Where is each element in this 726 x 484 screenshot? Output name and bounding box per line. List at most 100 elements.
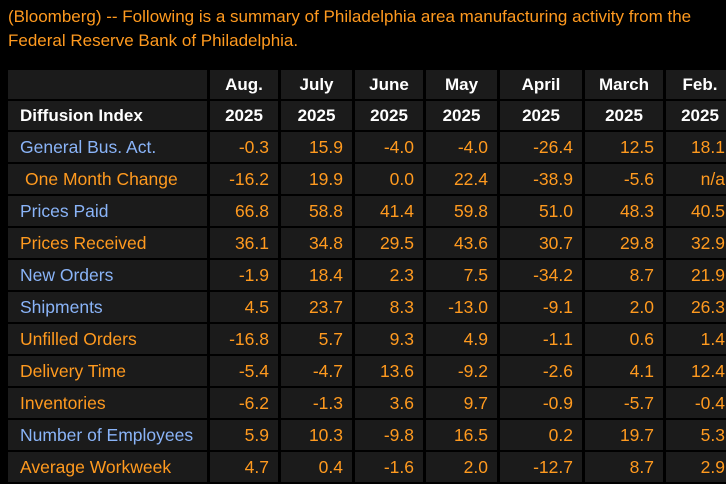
- table-cell: -1.9: [210, 260, 278, 290]
- table-cell: 0.4: [281, 452, 352, 482]
- row-label: New Orders: [8, 260, 207, 290]
- table-cell: 2.0: [426, 452, 497, 482]
- table-cell: -4.0: [426, 132, 497, 162]
- table-cell: 9.7: [426, 388, 497, 418]
- row-label: Prices Received: [8, 228, 207, 258]
- table-cell: -1.3: [281, 388, 352, 418]
- table-cell: 40.5: [666, 196, 726, 226]
- table-cell: -2.6: [500, 356, 582, 386]
- table-cell: -34.2: [500, 260, 582, 290]
- table-cell: -13.0: [426, 292, 497, 322]
- table-cell: -0.9: [500, 388, 582, 418]
- table-row: Number of Employees 5.9 10.3 -9.8 16.5 0…: [8, 420, 726, 450]
- table-cell: 23.7: [281, 292, 352, 322]
- row-label: Prices Paid: [8, 196, 207, 226]
- column-header-month: Feb.: [666, 70, 726, 99]
- table-row: Delivery Time -5.4 -4.7 13.6 -9.2 -2.6 4…: [8, 356, 726, 386]
- table-cell: 0.6: [585, 324, 663, 354]
- table-cell: -1.1: [500, 324, 582, 354]
- table-row: New Orders -1.9 18.4 2.3 7.5 -34.2 8.7 2…: [8, 260, 726, 290]
- header-row-years: Diffusion Index 2025 2025 2025 2025 2025…: [8, 101, 726, 130]
- table-cell: 19.9: [281, 164, 352, 194]
- column-header-month: July: [281, 70, 352, 99]
- table-row: Average Workweek 4.7 0.4 -1.6 2.0 -12.7 …: [8, 452, 726, 482]
- table-cell: -16.8: [210, 324, 278, 354]
- table-cell: -38.9: [500, 164, 582, 194]
- table-cell: 0.2: [500, 420, 582, 450]
- table-cell: 21.9: [666, 260, 726, 290]
- table-cell: 2.9: [666, 452, 726, 482]
- table-cell: 0.0: [355, 164, 423, 194]
- table-cell: -0.3: [210, 132, 278, 162]
- table-cell: 7.5: [426, 260, 497, 290]
- table-cell: 59.8: [426, 196, 497, 226]
- table-cell: 15.9: [281, 132, 352, 162]
- table-cell: 8.3: [355, 292, 423, 322]
- table-cell: 4.9: [426, 324, 497, 354]
- table-cell: 4.7: [210, 452, 278, 482]
- table-cell: n/a: [666, 164, 726, 194]
- row-label: Average Workweek: [8, 452, 207, 482]
- table-row: Prices Paid 66.8 58.8 41.4 59.8 51.0 48.…: [8, 196, 726, 226]
- header-corner-blank: [8, 70, 207, 99]
- table-cell: -5.7: [585, 388, 663, 418]
- table-cell: 5.9: [210, 420, 278, 450]
- table-row: Prices Received 36.1 34.8 29.5 43.6 30.7…: [8, 228, 726, 258]
- table-cell: -9.2: [426, 356, 497, 386]
- table-row: Unfilled Orders -16.8 5.7 9.3 4.9 -1.1 0…: [8, 324, 726, 354]
- table-cell: -5.4: [210, 356, 278, 386]
- table-cell: 41.4: [355, 196, 423, 226]
- column-header-year: 2025: [585, 101, 663, 130]
- row-label: Shipments: [8, 292, 207, 322]
- table-cell: 18.4: [281, 260, 352, 290]
- table-cell: -26.4: [500, 132, 582, 162]
- table-cell: 51.0: [500, 196, 582, 226]
- table-cell: 12.4: [666, 356, 726, 386]
- table-cell: 4.1: [585, 356, 663, 386]
- row-label: Unfilled Orders: [8, 324, 207, 354]
- table-cell: -9.1: [500, 292, 582, 322]
- row-label: Inventories: [8, 388, 207, 418]
- row-label: Number of Employees: [8, 420, 207, 450]
- table-cell: 8.7: [585, 452, 663, 482]
- table-cell: 2.0: [585, 292, 663, 322]
- column-header-year: 2025: [426, 101, 497, 130]
- column-header-year: 2025: [281, 101, 352, 130]
- row-label: Delivery Time: [8, 356, 207, 386]
- table-cell: 29.8: [585, 228, 663, 258]
- table-cell: 4.5: [210, 292, 278, 322]
- table-cell: 32.9: [666, 228, 726, 258]
- table-cell: 9.3: [355, 324, 423, 354]
- diffusion-index-label: Diffusion Index: [8, 101, 207, 130]
- table-cell: 43.6: [426, 228, 497, 258]
- table-cell: 2.3: [355, 260, 423, 290]
- table-row: Shipments 4.5 23.7 8.3 -13.0 -9.1 2.0 26…: [8, 292, 726, 322]
- table-cell: 19.7: [585, 420, 663, 450]
- header-row-months: Aug. July June May April March Feb.: [8, 70, 726, 99]
- table-row: General Bus. Act. -0.3 15.9 -4.0 -4.0 -2…: [8, 132, 726, 162]
- table-cell: 13.6: [355, 356, 423, 386]
- table-cell: 1.4: [666, 324, 726, 354]
- table-row: Inventories -6.2 -1.3 3.6 9.7 -0.9 -5.7 …: [8, 388, 726, 418]
- column-header-year: 2025: [355, 101, 423, 130]
- table-cell: 29.5: [355, 228, 423, 258]
- table-cell: 22.4: [426, 164, 497, 194]
- column-header-month: June: [355, 70, 423, 99]
- table-cell: -0.4: [666, 388, 726, 418]
- column-header-year: 2025: [210, 101, 278, 130]
- column-header-year: 2025: [666, 101, 726, 130]
- table-cell: 36.1: [210, 228, 278, 258]
- column-header-month: May: [426, 70, 497, 99]
- news-headline: (Bloomberg) -- Following is a summary of…: [8, 7, 692, 50]
- table-cell: -4.0: [355, 132, 423, 162]
- table-cell: 12.5: [585, 132, 663, 162]
- table-cell: 5.7: [281, 324, 352, 354]
- column-header-month: April: [500, 70, 582, 99]
- table-cell: -6.2: [210, 388, 278, 418]
- table-cell: 8.7: [585, 260, 663, 290]
- table-cell: -9.8: [355, 420, 423, 450]
- table-cell: -1.6: [355, 452, 423, 482]
- table-row: One Month Change -16.2 19.9 0.0 22.4 -38…: [8, 164, 726, 194]
- table-cell: 5.3: [666, 420, 726, 450]
- column-header-year: 2025: [500, 101, 582, 130]
